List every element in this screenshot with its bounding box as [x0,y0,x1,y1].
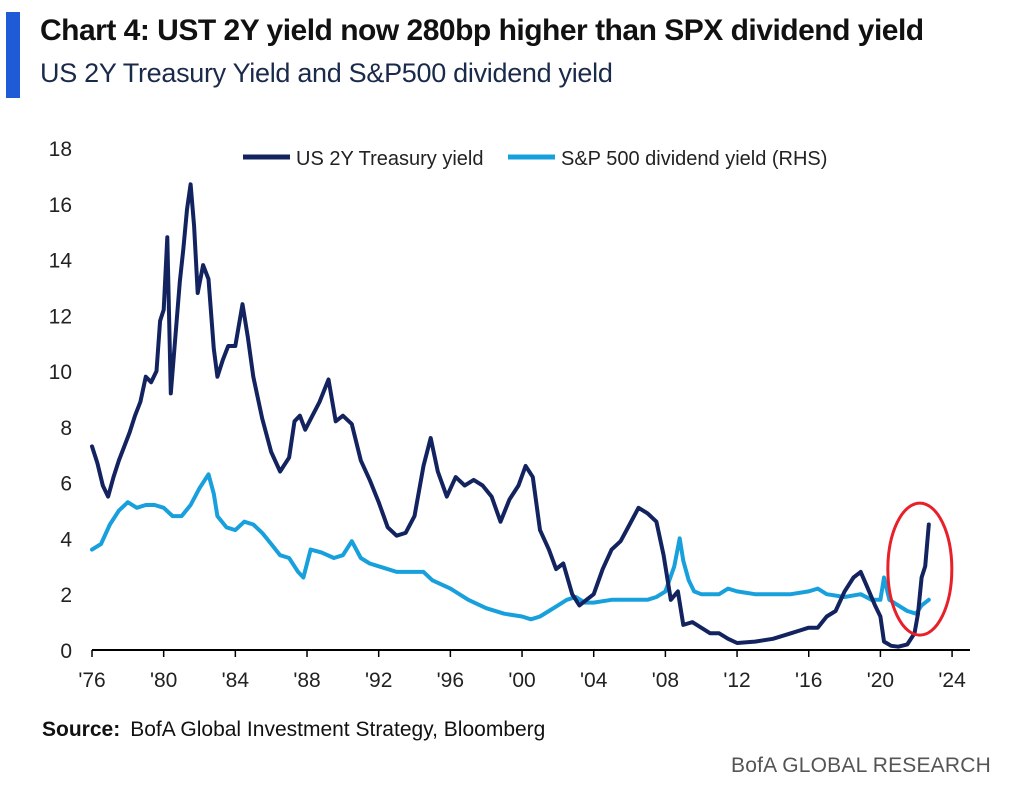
y-tick-label: 0 [60,640,72,663]
x-tick-label: '92 [365,669,392,692]
y-tick-label: 14 [49,250,73,273]
legend: US 2Y Treasury yield S&P 500 dividend yi… [243,148,827,170]
x-tick-label: '04 [580,669,608,692]
x-tick-label: '20 [867,669,894,692]
x-axis-ticks: '76 '80 '84 '88 '92 '96 '00 '04 '08 '12 '16 '20 '24 [78,650,966,692]
chart-title: Chart 4: UST 2Y yield now 280bp higher t… [40,14,924,47]
x-tick-label: '96 [437,669,464,692]
y-tick-label: 12 [49,305,72,328]
source-label: Source: [42,718,121,741]
chart-subtitle: US 2Y Treasury Yield and S&P500 dividend… [40,58,613,88]
y-tick-label: 2 [60,584,72,607]
legend-label-treasury: US 2Y Treasury yield [296,148,484,170]
source-note: Source: BofA Global Investment Strategy, … [42,718,545,742]
y-tick-label: 6 [60,473,72,496]
x-tick-label: '00 [508,669,535,692]
x-tick-label: '76 [78,669,105,692]
x-tick-label: '88 [293,669,320,692]
highlight-circle [886,501,954,637]
accent-bar [6,12,20,98]
y-tick-label: 8 [60,417,72,440]
y-tick-label: 10 [49,361,72,384]
brand-label: BofA GLOBAL RESEARCH [731,754,991,777]
x-tick-label: '80 [150,669,177,692]
x-tick-label: '08 [652,669,679,692]
series-line-treasury-yield [90,182,931,649]
x-tick-label: '84 [222,669,250,692]
y-axis-ticks: 0 2 4 6 8 10 12 14 16 18 [49,138,73,663]
x-tick-label: '16 [795,669,822,692]
line-chart: 0 2 4 6 8 10 12 14 16 18 '76 '80 '84 '88 '92 '96 '00 '04… [49,138,970,692]
legend-label-dividend: S&P 500 dividend yield (RHS) [561,148,827,170]
y-tick-label: 18 [49,138,72,161]
source-text: BofA Global Investment Strategy, Bloombe… [130,718,546,741]
y-tick-label: 4 [60,528,72,551]
x-tick-label: '24 [938,669,966,692]
series-line-dividend-yield [90,472,931,622]
y-tick-label: 16 [49,194,72,217]
x-tick-label: '12 [723,669,750,692]
